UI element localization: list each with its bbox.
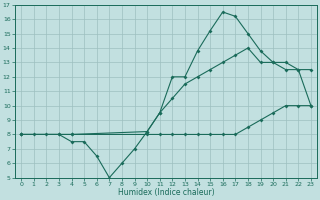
X-axis label: Humidex (Indice chaleur): Humidex (Indice chaleur) [118, 188, 214, 197]
